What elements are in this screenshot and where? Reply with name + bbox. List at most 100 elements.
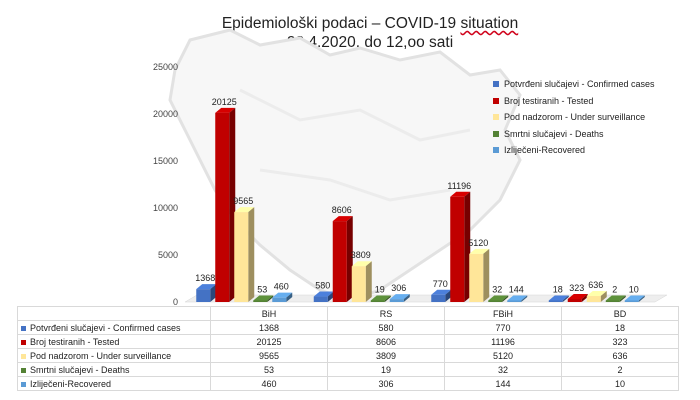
table-row-header: Broj testiranih - Tested: [17, 334, 211, 349]
table-swatch: [21, 381, 26, 387]
table-cell: 10: [561, 376, 679, 391]
table-cell: 770: [444, 320, 562, 335]
legend-label: Potvrđeni slučajevi - Confirmed cases: [504, 79, 655, 90]
legend-item: Izliječeni-Recovered: [493, 142, 655, 159]
bar-rs-2: [351, 261, 372, 302]
data-label-bd-3: 2: [612, 285, 617, 295]
bar-rs-0: [313, 291, 334, 302]
bar-bih-1: [215, 107, 236, 302]
data-label-fbih-4: 144: [509, 285, 524, 295]
data-label-rs-4: 306: [391, 283, 406, 293]
table-cell: 580: [327, 320, 445, 335]
bar-bd-3: [605, 295, 626, 302]
data-table-corner: [17, 306, 211, 321]
table-col-header: FBiH: [444, 306, 562, 321]
table-row-header: Smrtni slučajevi - Deaths: [17, 362, 211, 377]
data-labels: 1368 20125 9565 53 460 580 8606 3809 19 306 770 111…: [195, 97, 639, 295]
legend: Potvrđeni slučajevi - Confirmed cases Bro…: [493, 76, 655, 159]
data-table-header: BiH RS FBiH BD: [17, 306, 679, 321]
chart-floor: [184, 294, 668, 303]
table-swatch: [21, 367, 26, 373]
table-cell: 32: [444, 362, 562, 377]
legend-label: Smrtni slučajevi - Deaths: [504, 128, 604, 139]
legend-item: Potvrđeni slučajevi - Confirmed cases: [493, 76, 655, 93]
legend-item: Broj testiranih - Tested: [493, 93, 655, 110]
bar-fbih-4: [507, 295, 528, 302]
table-cell: 144: [444, 376, 562, 391]
legend-label: Pod nadzorom - Under surveillance: [504, 112, 646, 123]
legend-item: Smrtni slučajevi - Deaths: [493, 126, 655, 143]
table-row: Pod nadzorom - Under surveillance 9565 380…: [17, 348, 679, 363]
data-label-fbih-1: 11196: [447, 181, 471, 191]
table-cell: 19: [327, 362, 445, 377]
data-label-bd-1: 323: [569, 283, 584, 293]
legend-swatch: [493, 81, 499, 88]
legend-label: Izliječeni-Recovered: [504, 145, 586, 156]
data-label-rs-3: 19: [375, 285, 385, 295]
table-cell: 306: [327, 376, 445, 391]
bar-bd-1: [567, 293, 588, 302]
table-cell: 18: [561, 320, 679, 335]
table-series-name: Pod nadzorom - Under surveillance: [30, 350, 172, 361]
table-cell: 5120: [444, 348, 562, 363]
data-label-rs-2: 3809: [351, 250, 371, 260]
title-line2: 22.4.2020. do 12,oo sati: [286, 34, 454, 51]
table-cell: 8606: [327, 334, 445, 349]
title-line1-prefix: Epidemiološki podaci – COVID-19: [221, 15, 461, 32]
y-tick-label: 25000: [153, 62, 178, 72]
table-cell: 11196: [444, 334, 562, 349]
chart-title: Epidemiološki podaci – COVID-19 situatio…: [160, 14, 580, 52]
bar-bd-0: [548, 295, 569, 302]
bar-fbih-3: [488, 295, 509, 302]
data-label-fbih-0: 770: [433, 279, 448, 289]
table-row: Smrtni slučajevi - Deaths 53 19 32 2: [17, 362, 679, 377]
table-cell: 1368: [210, 320, 328, 335]
bars-group: [196, 107, 645, 302]
bar-bih-2: [234, 207, 255, 302]
table-series-name: Smrtni slučajevi - Deaths: [30, 364, 130, 375]
legend-swatch: [493, 147, 499, 154]
data-label-bd-4: 10: [629, 285, 639, 295]
table-row-header: Potvrđeni slučajevi - Confirmed cases: [17, 320, 211, 335]
table-col-header: RS: [327, 306, 445, 321]
bar-fbih-1: [450, 191, 471, 302]
table-cell: 9565: [210, 348, 328, 363]
data-label-bih-3: 53: [257, 285, 267, 295]
table-cell: 2: [561, 362, 679, 377]
table-series-name: Potvrđeni slučajevi - Confirmed cases: [30, 322, 181, 333]
y-tick-label: 5000: [158, 250, 178, 260]
y-tick-label: 10000: [153, 203, 178, 213]
data-label-bih-4: 460: [274, 282, 289, 292]
data-label-rs-0: 580: [315, 281, 330, 291]
bar-bih-4: [272, 292, 293, 302]
legend-swatch: [493, 97, 499, 104]
table-series-name: Broj testiranih - Tested: [30, 336, 120, 347]
table-row: Broj testiranih - Tested 20125 8606 11196 32…: [17, 334, 679, 349]
table-cell: 323: [561, 334, 679, 349]
table-cell: 20125: [210, 334, 328, 349]
data-label-bih-1: 20125: [212, 97, 237, 107]
table-col-header: BiH: [210, 306, 328, 321]
table-row-header: Izliječeni-Recovered: [17, 376, 211, 391]
table-swatch: [21, 339, 26, 345]
data-table-body: Potvrđeni slučajevi - Confirmed cases 136…: [17, 320, 679, 391]
bar-rs-4: [389, 294, 410, 302]
table-cell: 636: [561, 348, 679, 363]
table-cell: 460: [210, 376, 328, 391]
legend-swatch: [493, 130, 499, 137]
bar-bih-0: [196, 284, 217, 302]
data-label-bd-2: 636: [588, 280, 603, 290]
table-series-name: Izliječeni-Recovered: [30, 378, 112, 389]
data-label-fbih-3: 32: [492, 285, 502, 295]
table-swatch: [21, 353, 26, 359]
table-row: Potvrđeni slučajevi - Confirmed cases 136…: [17, 320, 679, 335]
bar-rs-3: [370, 295, 391, 302]
bar-fbih-0: [431, 289, 452, 302]
bar-bih-3: [253, 295, 274, 302]
data-label-fbih-2: 5120: [468, 238, 488, 248]
table-cell: 53: [210, 362, 328, 377]
title-line1-suffix: situation: [460, 15, 519, 32]
data-label-bih-2: 9565: [233, 196, 253, 206]
y-tick-label: 0: [173, 297, 178, 307]
